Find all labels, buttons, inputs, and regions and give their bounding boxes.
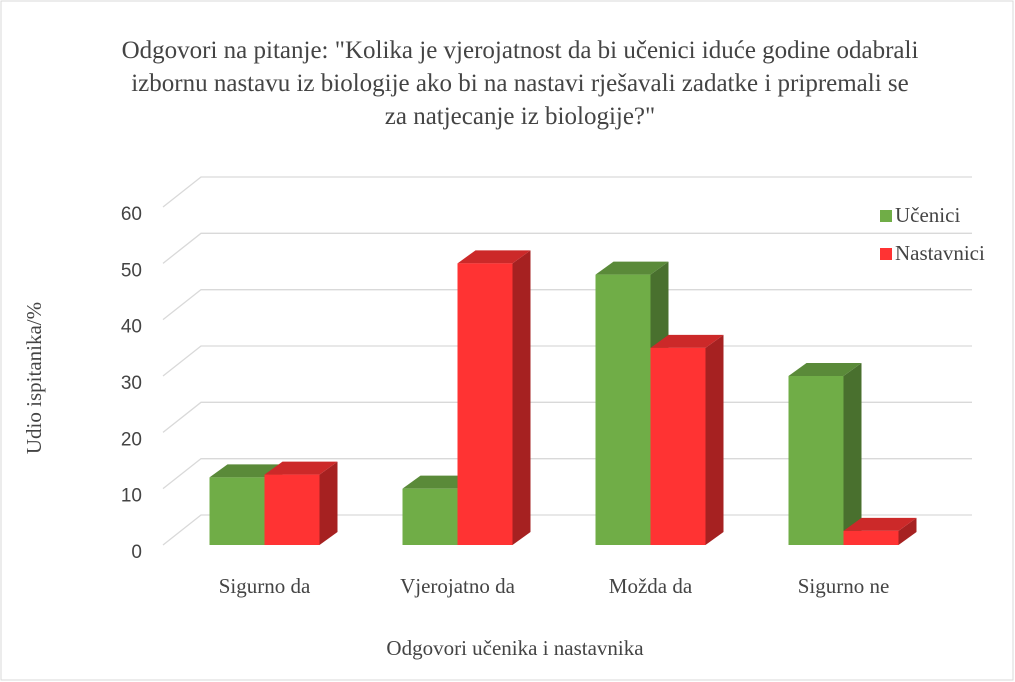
legend-label: Učenici: [895, 203, 960, 227]
bar: [209, 477, 265, 545]
bar: [457, 263, 513, 545]
y-tick-label: 60: [121, 204, 142, 225]
bar-top: [264, 461, 338, 475]
grid-line: [162, 232, 972, 264]
bar-top: [843, 517, 917, 531]
y-axis-title: Udio ispitanika/%: [22, 302, 46, 454]
legend-swatch: [880, 210, 892, 222]
bar: [788, 376, 844, 545]
chart-title: Odgovori na pitanje: "Kolika je vjerojat…: [121, 37, 919, 130]
grid-line: [162, 289, 972, 321]
x-tick-label: Možda da: [609, 574, 693, 598]
bar-side: [512, 250, 531, 545]
y-tick-label: 10: [121, 486, 142, 507]
bar: [595, 274, 651, 545]
bar-top: [402, 475, 476, 489]
bar-top: [788, 363, 862, 376]
bar: [264, 474, 320, 545]
bar: [843, 530, 899, 545]
bar-top: [650, 334, 724, 348]
y-tick-label: 20: [121, 429, 142, 450]
bar-side: [843, 363, 862, 545]
bar-side: [319, 461, 338, 545]
x-tick-label: Vjerojatno da: [400, 574, 516, 598]
bar-top: [595, 261, 669, 275]
bar-top: [457, 250, 531, 264]
y-tick-label: 30: [121, 373, 142, 394]
bar-top: [209, 464, 283, 478]
bar-side: [705, 334, 724, 545]
bar: [650, 347, 706, 545]
y-tick-label: 40: [121, 317, 142, 338]
y-tick-label: 0: [131, 542, 142, 563]
legend-swatch: [880, 248, 892, 260]
x-tick-label: Sigurno da: [219, 574, 311, 598]
legend-label: Nastavnici: [895, 241, 985, 265]
bar: [402, 488, 458, 545]
grid-line: [162, 176, 972, 208]
x-tick-label: Sigurno ne: [798, 574, 890, 598]
x-axis-title: Odgovori učenika i nastavnika: [386, 636, 644, 660]
bar-side: [898, 517, 917, 545]
y-tick-label: 50: [121, 260, 142, 281]
